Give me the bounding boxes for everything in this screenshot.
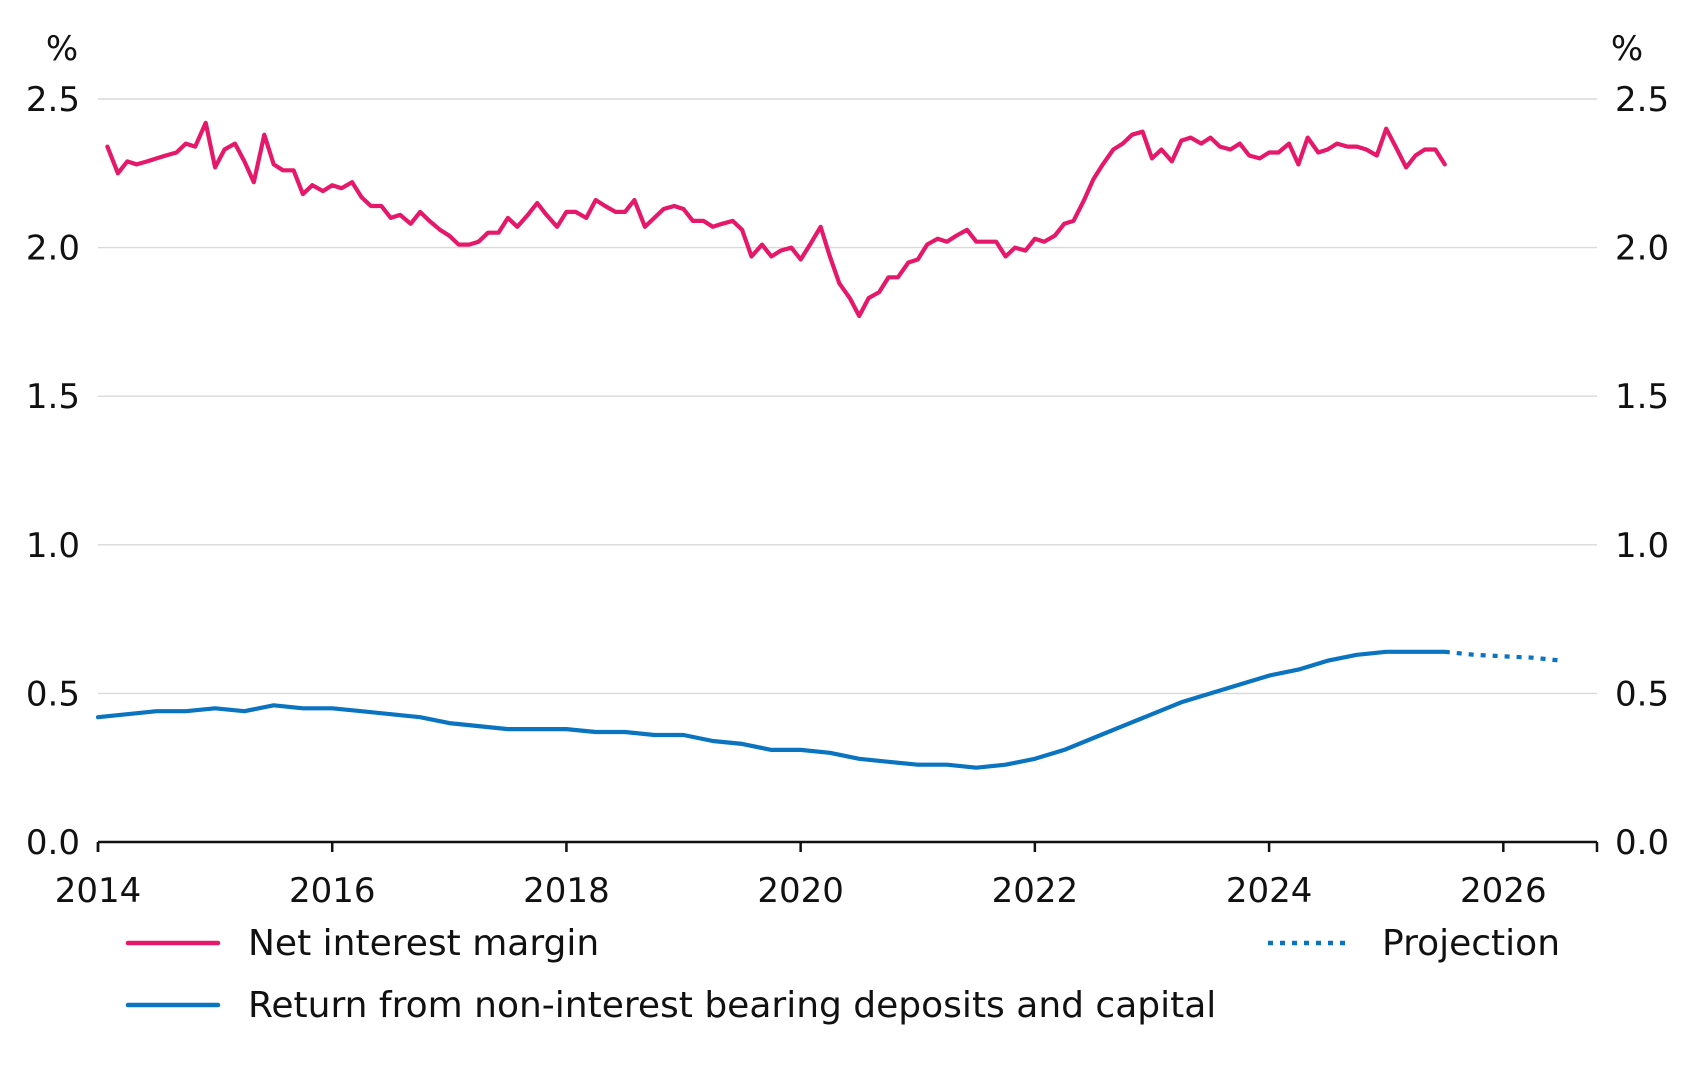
x-tick-2020: 2020	[757, 871, 844, 911]
x-tick-2014: 2014	[55, 871, 142, 911]
y-tick-right-2.0: 2.0	[1615, 229, 1669, 269]
gridlines	[98, 98, 1597, 695]
series-line-projection	[1444, 649, 1563, 663]
series-line-nim	[105, 120, 1447, 319]
y-tick-left-2.0: 2.0	[26, 229, 80, 269]
axes	[96, 840, 1599, 852]
legend-item-return: Return from non-interest bearing deposit…	[125, 985, 1216, 1026]
legend-item-nim: Net interest margin	[125, 923, 599, 964]
y-tick-left-1.5: 1.5	[26, 377, 80, 417]
tick-labels: 0.0 0.0 0.5 0.5 1.0 1.0 1.5 1.5 2.0 2.0 2.5 2.5% % 20…	[26, 29, 1669, 911]
y-tick-left-0.0: 0.0	[26, 823, 80, 863]
legend-item-projection: Projection	[1268, 923, 1560, 964]
legend: Net interest margin Return from non-inter…	[125, 923, 1560, 1026]
y-tick-right-1.0: 1.0	[1615, 526, 1669, 566]
y-tick-right-0.5: 0.5	[1615, 674, 1669, 714]
y-tick-right-0.0: 0.0	[1615, 823, 1669, 863]
y-tick-left-0.5: 0.5	[26, 674, 80, 714]
right-unit-label: %	[1611, 29, 1643, 69]
legend-label-projection: Projection	[1382, 923, 1560, 964]
legend-label-nim: Net interest margin	[248, 923, 599, 964]
x-tick-2016: 2016	[289, 871, 376, 911]
series-lines	[95, 120, 1563, 770]
y-tick-left-2.5: 2.5	[26, 80, 80, 120]
x-tick-2026: 2026	[1460, 871, 1547, 911]
x-tick-2022: 2022	[992, 871, 1079, 911]
y-tick-left-1.0: 1.0	[26, 526, 80, 566]
y-tick-right-2.5: 2.5	[1615, 80, 1669, 120]
x-tick-2024: 2024	[1226, 871, 1313, 911]
y-tick-right-1.5: 1.5	[1615, 377, 1669, 417]
legend-label-return: Return from non-interest bearing deposit…	[248, 985, 1216, 1026]
series-line-return	[95, 649, 1447, 770]
x-tick-2018: 2018	[523, 871, 610, 911]
left-unit-label: %	[46, 29, 78, 69]
